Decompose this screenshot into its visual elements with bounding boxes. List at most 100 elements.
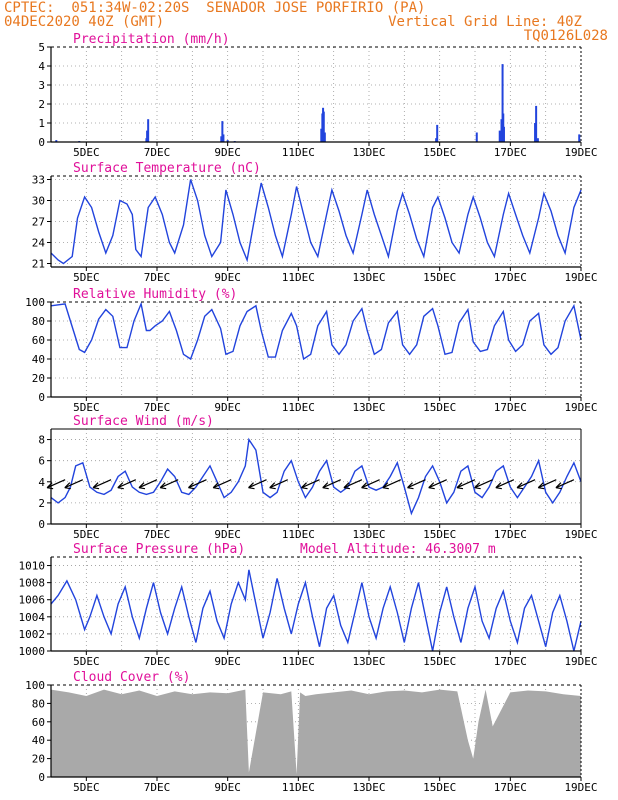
precip-bar: [222, 134, 225, 142]
precip-ytick-label: 1: [38, 117, 45, 130]
wind-arrowhead: [64, 482, 71, 490]
header-line1: CPTEC: 051:34W-02:20S SENADOR JOSE PORFI…: [4, 0, 426, 16]
precip-bar: [323, 132, 326, 142]
rh-ytick-label: 80: [32, 315, 45, 328]
cloud-ytick-label: 40: [32, 734, 45, 747]
wind-xtick-label: 7DEC: [144, 528, 171, 541]
wind-arrowhead: [361, 482, 368, 490]
pressure-xtick-label: 13DEC: [352, 655, 385, 668]
precip-xtick-label: 13DEC: [352, 146, 385, 159]
cloud-xtick-label: 19DEC: [564, 781, 597, 794]
wind-xtick-label: 11DEC: [282, 528, 315, 541]
rh-ytick-label: 20: [32, 372, 45, 385]
wind-arrowhead: [537, 482, 545, 490]
precip-bar: [146, 130, 149, 142]
wind-ytick-label: 2: [38, 497, 45, 510]
wind-arrow: [188, 479, 207, 489]
wind-arrow: [92, 479, 112, 489]
rh-title: Relative Humidity (%): [73, 287, 237, 302]
wind-line: [50, 437, 582, 516]
cloud-ytick-label: 20: [32, 753, 45, 766]
temp-xtick-label: 5DEC: [73, 271, 100, 284]
wind-arrow: [361, 479, 380, 489]
precip-bar: [147, 119, 150, 142]
temp-xtick-label: 15DEC: [423, 271, 456, 284]
rh-xtick-label: 9DEC: [214, 401, 241, 414]
cloud-xtick-label: 15DEC: [423, 781, 456, 794]
temp-xtick-label: 11DEC: [282, 271, 315, 284]
wind-arrow: [212, 479, 232, 489]
wind-arrowhead: [382, 482, 389, 490]
precip-bar: [500, 119, 503, 142]
wind-arrowhead: [555, 482, 563, 490]
wind-arrow: [64, 479, 84, 489]
precip-bar: [221, 121, 224, 142]
cloud-panel: Cloud Cover (%) 0 20 40 60 80 100 5DEC 7DEC 9DEC 1…: [25, 670, 597, 794]
cloud-xtick-label: 7DEC: [144, 781, 171, 794]
temp-ytick-label: 30: [32, 195, 45, 208]
wind-arrowhead: [269, 482, 276, 490]
wind-panel: Surface Wind (m/s) 0 2 4 6 8 5DEC 7DEC 9DEC 11DEC…: [38, 414, 597, 541]
pressure-ytick-label: 1008: [19, 577, 46, 590]
wind-arrowhead: [343, 482, 351, 490]
rh-ytick-label: 40: [32, 353, 45, 366]
precip-ytick-label: 2: [38, 98, 45, 111]
rh-panel: Relative Humidity (%) 0 20 40 60 80 100 5DEC 7DE…: [25, 287, 597, 414]
temp-ytick-label: 24: [32, 237, 46, 250]
wind-arrow: [555, 479, 575, 489]
wind-arrowhead: [495, 482, 502, 490]
wind-ytick-label: 6: [38, 455, 45, 468]
wind-arrow: [301, 479, 320, 489]
wind-arrowhead: [248, 482, 255, 490]
temp-xtick-label: 13DEC: [352, 271, 385, 284]
wind-ytick-label: 0: [38, 518, 45, 531]
temp-ytick-label: 33: [32, 174, 45, 187]
temp-title: Surface Temperature (nC): [73, 161, 261, 176]
wind-arrowhead: [428, 482, 435, 490]
wind-xtick-label: 15DEC: [423, 528, 456, 541]
wind-arrow: [407, 479, 426, 489]
wind-arrow: [495, 479, 515, 489]
pressure-ytick-label: 1004: [19, 611, 46, 624]
rh-ytick-label: 100: [25, 296, 45, 309]
precip-bar: [536, 138, 539, 142]
pressure-xtick-label: 19DEC: [564, 655, 597, 668]
precip-bar: [501, 64, 504, 142]
wind-arrow: [117, 479, 137, 489]
precip-bar: [578, 134, 581, 142]
cloud-xtick-label: 17DEC: [494, 781, 527, 794]
pressure-ytick-label: 1006: [19, 594, 46, 607]
wind-arrowhead: [159, 482, 167, 490]
cloud-ytick-label: 100: [25, 679, 45, 692]
precip-xtick-label: 17DEC: [494, 146, 527, 159]
precip-xtick-label: 11DEC: [282, 146, 315, 159]
wind-arrowhead: [92, 482, 100, 490]
precip-bar: [226, 140, 229, 142]
wind-arrowhead: [456, 482, 464, 490]
pressure-xtick-label: 9DEC: [214, 655, 241, 668]
precip-bar: [320, 128, 323, 142]
precip-ytick-label: 5: [38, 41, 45, 54]
wind-xtick-label: 9DEC: [214, 528, 241, 541]
wind-arrow: [269, 479, 288, 489]
cloud-area: [51, 689, 581, 777]
pressure-panel: Surface Pressure (hPa) Model Altitude: 46…: [19, 542, 598, 668]
precip-xtick-label: 9DEC: [214, 146, 241, 159]
rh-xtick-label: 17DEC: [494, 401, 527, 414]
pressure-ytick-label: 1000: [19, 645, 46, 658]
pressure-annotation: Model Altitude: 46.3007 m: [300, 542, 496, 557]
wind-arrow: [382, 479, 402, 489]
wind-arrowhead: [212, 482, 220, 490]
precip-xtick-label: 7DEC: [144, 146, 171, 159]
wind-arrow: [138, 479, 158, 489]
precip-xtick-label: 19DEC: [564, 146, 597, 159]
pressure-xtick-label: 5DEC: [73, 655, 100, 668]
wind-arrow: [538, 479, 557, 489]
pressure-ytick-label: 1002: [19, 628, 46, 641]
wind-arrowhead: [322, 482, 329, 490]
pressure-ytick-label: 1010: [19, 560, 46, 573]
precip-ytick-label: 0: [38, 136, 45, 149]
precip-xtick-label: 5DEC: [73, 146, 100, 159]
rh-xtick-label: 5DEC: [73, 401, 100, 414]
